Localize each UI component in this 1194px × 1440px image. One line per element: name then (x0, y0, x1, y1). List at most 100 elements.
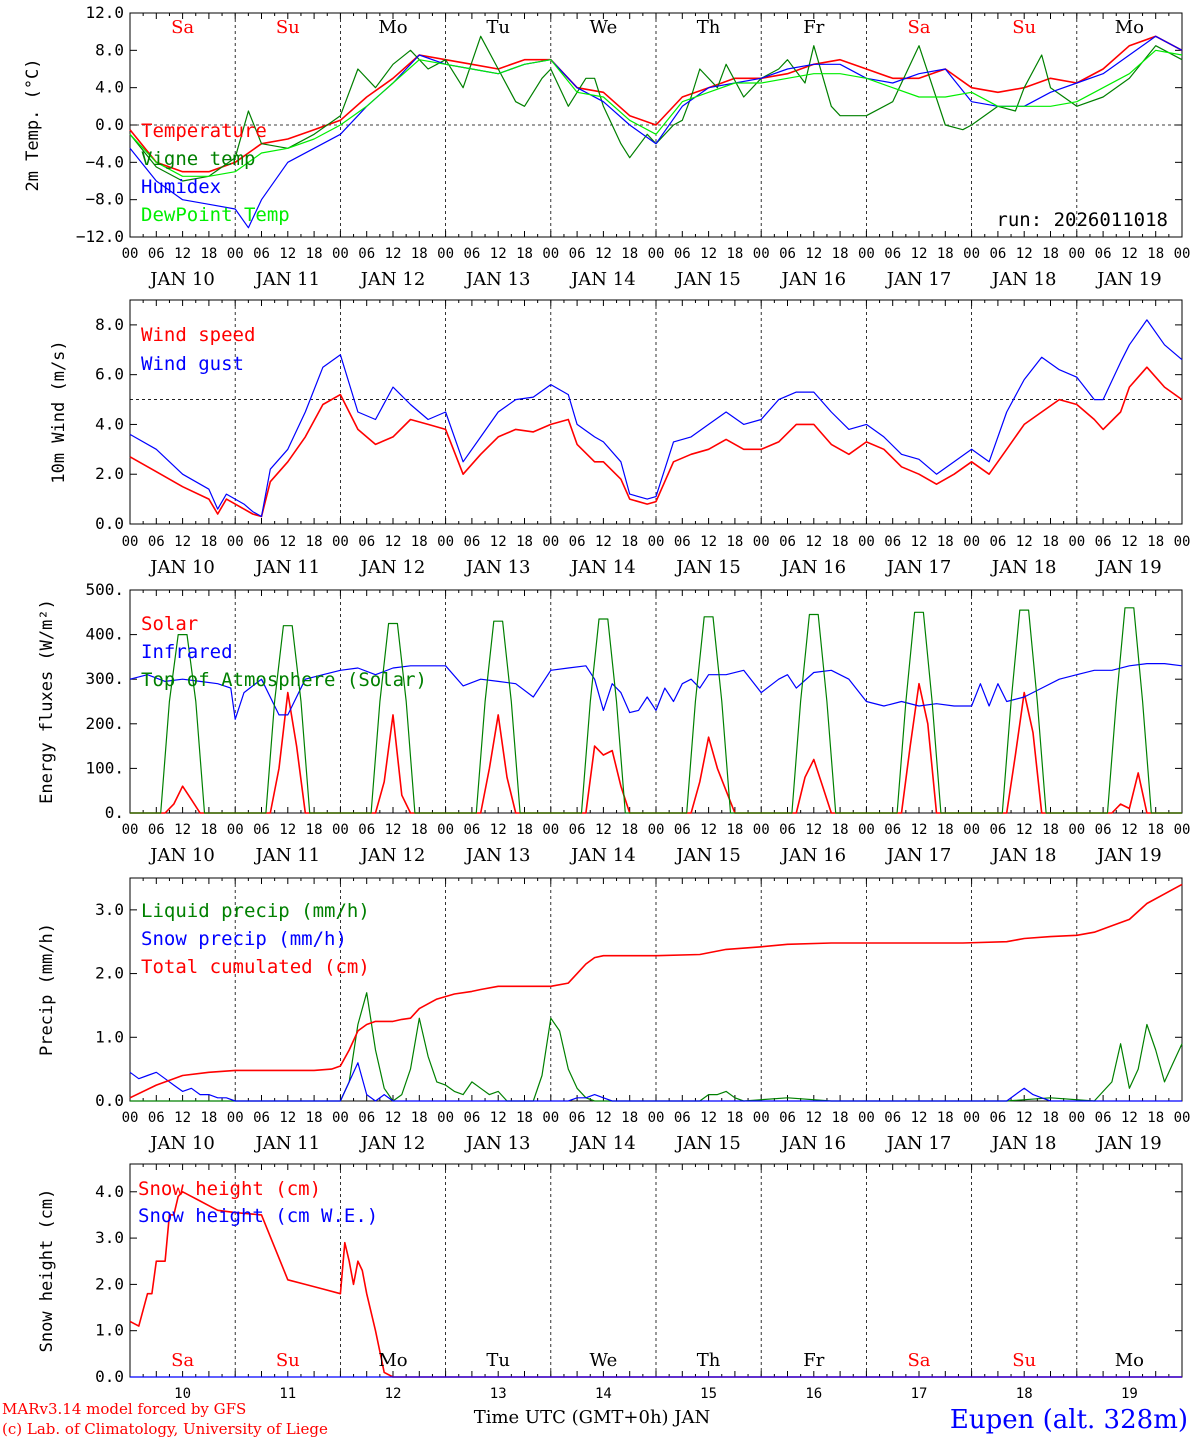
series-line-3 (130, 607, 1182, 814)
hour-tick-label: 06 (358, 1110, 375, 1126)
y-tick-label: 4.0 (95, 78, 124, 97)
y-tick-label: 0.0 (95, 115, 124, 134)
day-name-label: Tu (486, 17, 510, 38)
hour-tick-label: 00 (542, 822, 559, 838)
date-label: JAN 19 (1095, 1133, 1162, 1154)
hour-tick-label: 12 (911, 534, 928, 550)
hour-tick-label: 00 (437, 822, 454, 838)
day-name-label: Su (276, 1350, 300, 1371)
hour-tick-label: 00 (332, 534, 349, 550)
hour-tick-label: 06 (884, 822, 901, 838)
hour-tick-label: 18 (200, 246, 217, 262)
hour-tick-label: 12 (1016, 246, 1033, 262)
hour-tick-label: 06 (779, 822, 796, 838)
day-number-label: 16 (805, 1386, 822, 1402)
hour-tick-label: 06 (1095, 534, 1112, 550)
credit-line-2: (c) Lab. of Climatology, University of L… (2, 1420, 328, 1438)
date-label: JAN 16 (780, 845, 847, 866)
hour-tick-label: 18 (621, 1110, 638, 1126)
y-axis-title: 10m Wind (m/s) (49, 340, 69, 483)
hour-tick-label: 06 (674, 822, 691, 838)
hour-tick-label: 00 (437, 534, 454, 550)
hour-tick-label: 06 (569, 1110, 586, 1126)
hour-tick-label: 18 (1042, 1110, 1059, 1126)
date-label: JAN 19 (1095, 557, 1162, 578)
hour-tick-label: 18 (1147, 534, 1164, 550)
hour-tick-label: 06 (779, 534, 796, 550)
day-name-label: Mo (1115, 17, 1144, 38)
date-label: JAN 18 (990, 557, 1057, 578)
date-label: JAN 15 (674, 269, 741, 290)
date-label: JAN 13 (464, 269, 531, 290)
hour-tick-label: 00 (122, 534, 139, 550)
date-label: JAN 17 (885, 1133, 952, 1154)
hour-tick-label: 00 (1174, 246, 1191, 262)
y-tick-label: 500. (85, 580, 124, 599)
date-label: JAN 10 (148, 269, 215, 290)
hour-tick-label: 18 (200, 534, 217, 550)
date-label: JAN 13 (464, 557, 531, 578)
hour-tick-label: 06 (884, 1110, 901, 1126)
hour-tick-label: 00 (227, 822, 244, 838)
day-number-label: 18 (1016, 1386, 1033, 1402)
hour-tick-label: 00 (122, 246, 139, 262)
hour-tick-label: 18 (726, 246, 743, 262)
hour-tick-label: 06 (148, 1110, 165, 1126)
hour-tick-label: 18 (516, 534, 533, 550)
hour-tick-label: 00 (858, 534, 875, 550)
y-tick-label: 300. (85, 669, 124, 688)
hour-tick-label: 00 (648, 246, 665, 262)
legend-entry: Snow height (cm) (138, 1178, 321, 1200)
hour-tick-label: 00 (122, 1110, 139, 1126)
hour-tick-label: 06 (674, 246, 691, 262)
hour-tick-label: 00 (858, 246, 875, 262)
hour-tick-label: 06 (674, 1110, 691, 1126)
hour-tick-label: 06 (463, 1110, 480, 1126)
panel-1: −12.0 −8.0 −4.0 0.0 4.0 8.0 12.0 2m Temp. (°C) T… (23, 3, 1190, 290)
day-name-label: Mo (378, 1350, 407, 1371)
y-tick-label: 0.0 (95, 1091, 124, 1110)
day-name-label: We (590, 1350, 618, 1371)
hour-tick-label: 18 (1042, 534, 1059, 550)
series-line-2 (129, 1062, 1182, 1102)
hour-tick-label: 00 (1068, 534, 1085, 550)
y-tick-label: 0.0 (95, 1367, 124, 1386)
day-name-label: Sa (171, 17, 194, 38)
date-label: JAN 16 (780, 1133, 847, 1154)
y-tick-label: 4.0 (95, 1182, 124, 1201)
hour-tick-label: 06 (148, 246, 165, 262)
date-label: JAN 14 (569, 1133, 636, 1154)
day-number-label: 12 (385, 1386, 402, 1402)
hour-tick-label: 18 (1042, 246, 1059, 262)
hour-tick-label: 12 (911, 246, 928, 262)
hour-tick-label: 12 (1121, 1110, 1138, 1126)
date-label: JAN 12 (359, 557, 426, 578)
hour-tick-label: 00 (227, 1110, 244, 1126)
hour-tick-label: 06 (569, 534, 586, 550)
y-tick-label: 2.0 (95, 464, 124, 483)
day-number-label: 15 (700, 1386, 717, 1402)
date-label: JAN 17 (885, 845, 952, 866)
hour-tick-label: 18 (832, 1110, 849, 1126)
hour-tick-label: 18 (1042, 822, 1059, 838)
series-line-1 (129, 35, 1183, 173)
y-tick-label: 12.0 (85, 3, 124, 22)
panel-2: 0.0 2.0 4.0 6.0 8.0 10m Wind (m/s) Wind speed W… (49, 299, 1190, 578)
date-label: JAN 13 (464, 1133, 531, 1154)
hour-tick-label: 06 (569, 246, 586, 262)
hour-tick-label: 18 (621, 534, 638, 550)
date-label: JAN 15 (674, 845, 741, 866)
date-label: JAN 12 (359, 269, 426, 290)
y-tick-label: 200. (85, 714, 124, 733)
hour-tick-label: 12 (385, 534, 402, 550)
hour-tick-label: 00 (332, 1110, 349, 1126)
hour-tick-label: 12 (174, 1110, 191, 1126)
date-label: JAN 15 (674, 557, 741, 578)
legend-entry: Humidex (141, 176, 221, 198)
hour-tick-label: 06 (463, 246, 480, 262)
y-tick-label: 2.0 (95, 964, 124, 983)
hour-tick-label: 06 (884, 534, 901, 550)
hour-tick-label: 12 (595, 246, 612, 262)
y-tick-label: 2.0 (95, 1274, 124, 1293)
hour-tick-label: 00 (648, 534, 665, 550)
